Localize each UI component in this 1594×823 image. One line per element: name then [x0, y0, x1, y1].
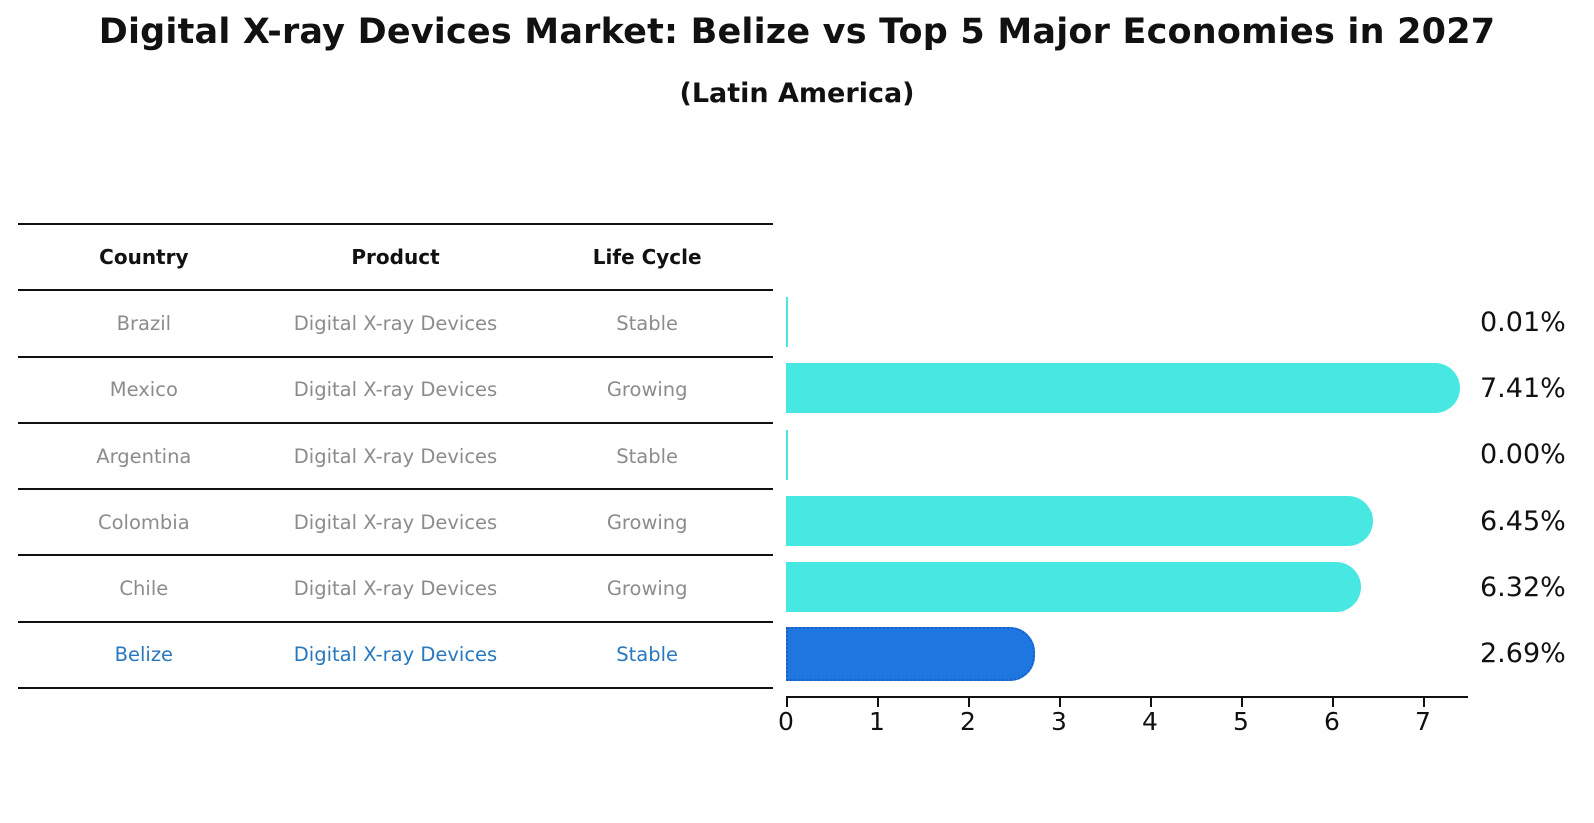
cell-lifecycle: Stable — [616, 311, 679, 335]
cell-lifecycle: Growing — [606, 378, 688, 402]
cell-country: Brazil — [116, 311, 172, 335]
table-row: Brazil Digital X-ray Devices Stable — [18, 289, 773, 355]
cell-country: Belize — [114, 643, 174, 667]
value-label: 6.32% — [1480, 571, 1566, 603]
tick-label: 3 — [1051, 707, 1067, 736]
bar-row: 0.01% — [786, 289, 1594, 355]
cell-product: Digital X-ray Devices — [293, 378, 498, 402]
table-row: Mexico Digital X-ray Devices Growing — [18, 355, 773, 422]
cell-lifecycle: Growing — [606, 510, 688, 534]
cell-lifecycle: Stable — [616, 444, 679, 468]
tick-label: 5 — [1233, 707, 1249, 736]
cell-country: Colombia — [98, 510, 190, 534]
value-label: 7.41% — [1480, 372, 1566, 404]
tick-mark — [1150, 698, 1152, 707]
bar-argentina — [786, 429, 788, 480]
bar-row: 0.00% — [786, 422, 1594, 488]
table-row: Chile Digital X-ray Devices Growing — [18, 554, 773, 620]
table-row-belize-highlight: Belize Digital X-ray Devices Stable — [18, 620, 773, 690]
tick-label: 2 — [960, 707, 976, 736]
cell-country: Chile — [119, 577, 169, 601]
bar-belize-highlight — [786, 626, 1035, 681]
bar-row: 7.41% — [786, 355, 1594, 421]
column-header-product: Product — [351, 245, 440, 270]
column-header-country: Country — [99, 245, 189, 270]
tick-label: 4 — [1142, 707, 1158, 736]
tick-mark — [1059, 698, 1061, 707]
value-label: 0.01% — [1480, 306, 1566, 338]
tick-mark — [1423, 698, 1425, 707]
bar-chile — [786, 562, 1362, 613]
tick-label: 0 — [778, 707, 794, 736]
tick-mark — [877, 698, 879, 707]
cell-lifecycle: Stable — [616, 643, 679, 667]
cell-country: Mexico — [109, 378, 178, 402]
table-header-row: Country Product Life Cycle — [18, 223, 773, 289]
value-label: 6.45% — [1480, 505, 1566, 537]
bar-brazil — [786, 297, 788, 347]
cell-lifecycle: Growing — [606, 577, 688, 601]
tick-label: 6 — [1324, 707, 1340, 736]
table-row: Colombia Digital X-ray Devices Growing — [18, 488, 773, 554]
column-header-lifecycle: Life Cycle — [592, 245, 702, 270]
chart-subtitle: (Latin America) — [679, 78, 915, 109]
cell-product: Digital X-ray Devices — [293, 643, 498, 667]
tick-mark — [1332, 698, 1334, 707]
cell-product: Digital X-ray Devices — [293, 311, 498, 335]
table-row: Argentina Digital X-ray Devices Stable — [18, 421, 773, 488]
tick-label: 7 — [1415, 707, 1431, 736]
bar-colombia — [786, 495, 1373, 546]
value-label: 2.69% — [1480, 638, 1566, 670]
bar-mexico — [786, 363, 1461, 414]
tick-mark — [786, 698, 788, 707]
bar-row: 6.32% — [786, 554, 1594, 620]
country-table: Country Product Life Cycle Brazil Digita… — [18, 223, 773, 690]
chart-title: Digital X-ray Devices Market: Belize vs … — [98, 12, 1496, 52]
bar-row: 6.45% — [786, 488, 1594, 554]
value-label: 0.00% — [1480, 439, 1566, 471]
x-axis-line — [786, 696, 1468, 698]
tick-label: 1 — [869, 707, 885, 736]
tick-mark — [968, 698, 970, 707]
bar-row: 2.69% — [786, 621, 1594, 687]
cell-country: Argentina — [96, 444, 192, 468]
cell-product: Digital X-ray Devices — [293, 510, 498, 534]
tick-mark — [1241, 698, 1243, 707]
cell-product: Digital X-ray Devices — [293, 577, 498, 601]
cell-product: Digital X-ray Devices — [293, 444, 498, 468]
